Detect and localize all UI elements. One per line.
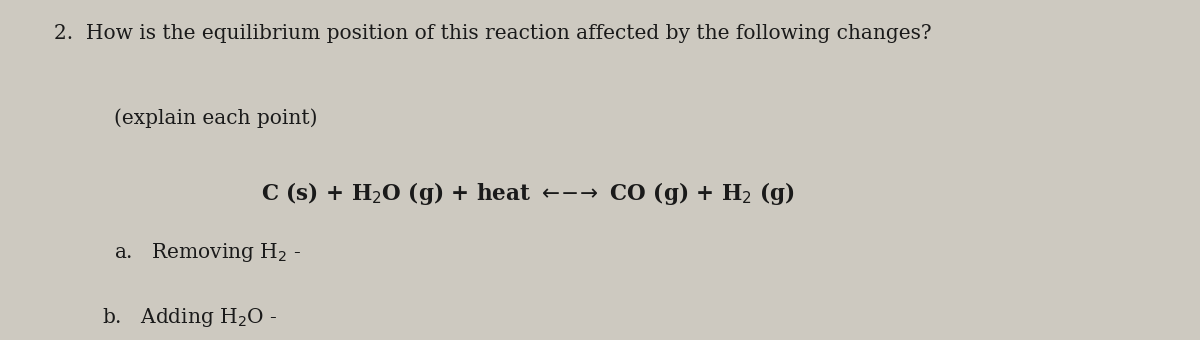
Text: a.   Removing H$_2$ -: a. Removing H$_2$ - <box>114 241 301 265</box>
Text: 2.  How is the equilibrium position of this reaction affected by the following c: 2. How is the equilibrium position of th… <box>54 24 931 43</box>
Text: C (s) + H$_2$O (g) + heat $\leftarrow\!\!-\!\!\rightarrow$ CO (g) + H$_2$ (g): C (s) + H$_2$O (g) + heat $\leftarrow\!\… <box>262 180 794 207</box>
Text: b.   Adding H$_2$O -: b. Adding H$_2$O - <box>102 306 277 329</box>
Text: (explain each point): (explain each point) <box>114 109 318 129</box>
